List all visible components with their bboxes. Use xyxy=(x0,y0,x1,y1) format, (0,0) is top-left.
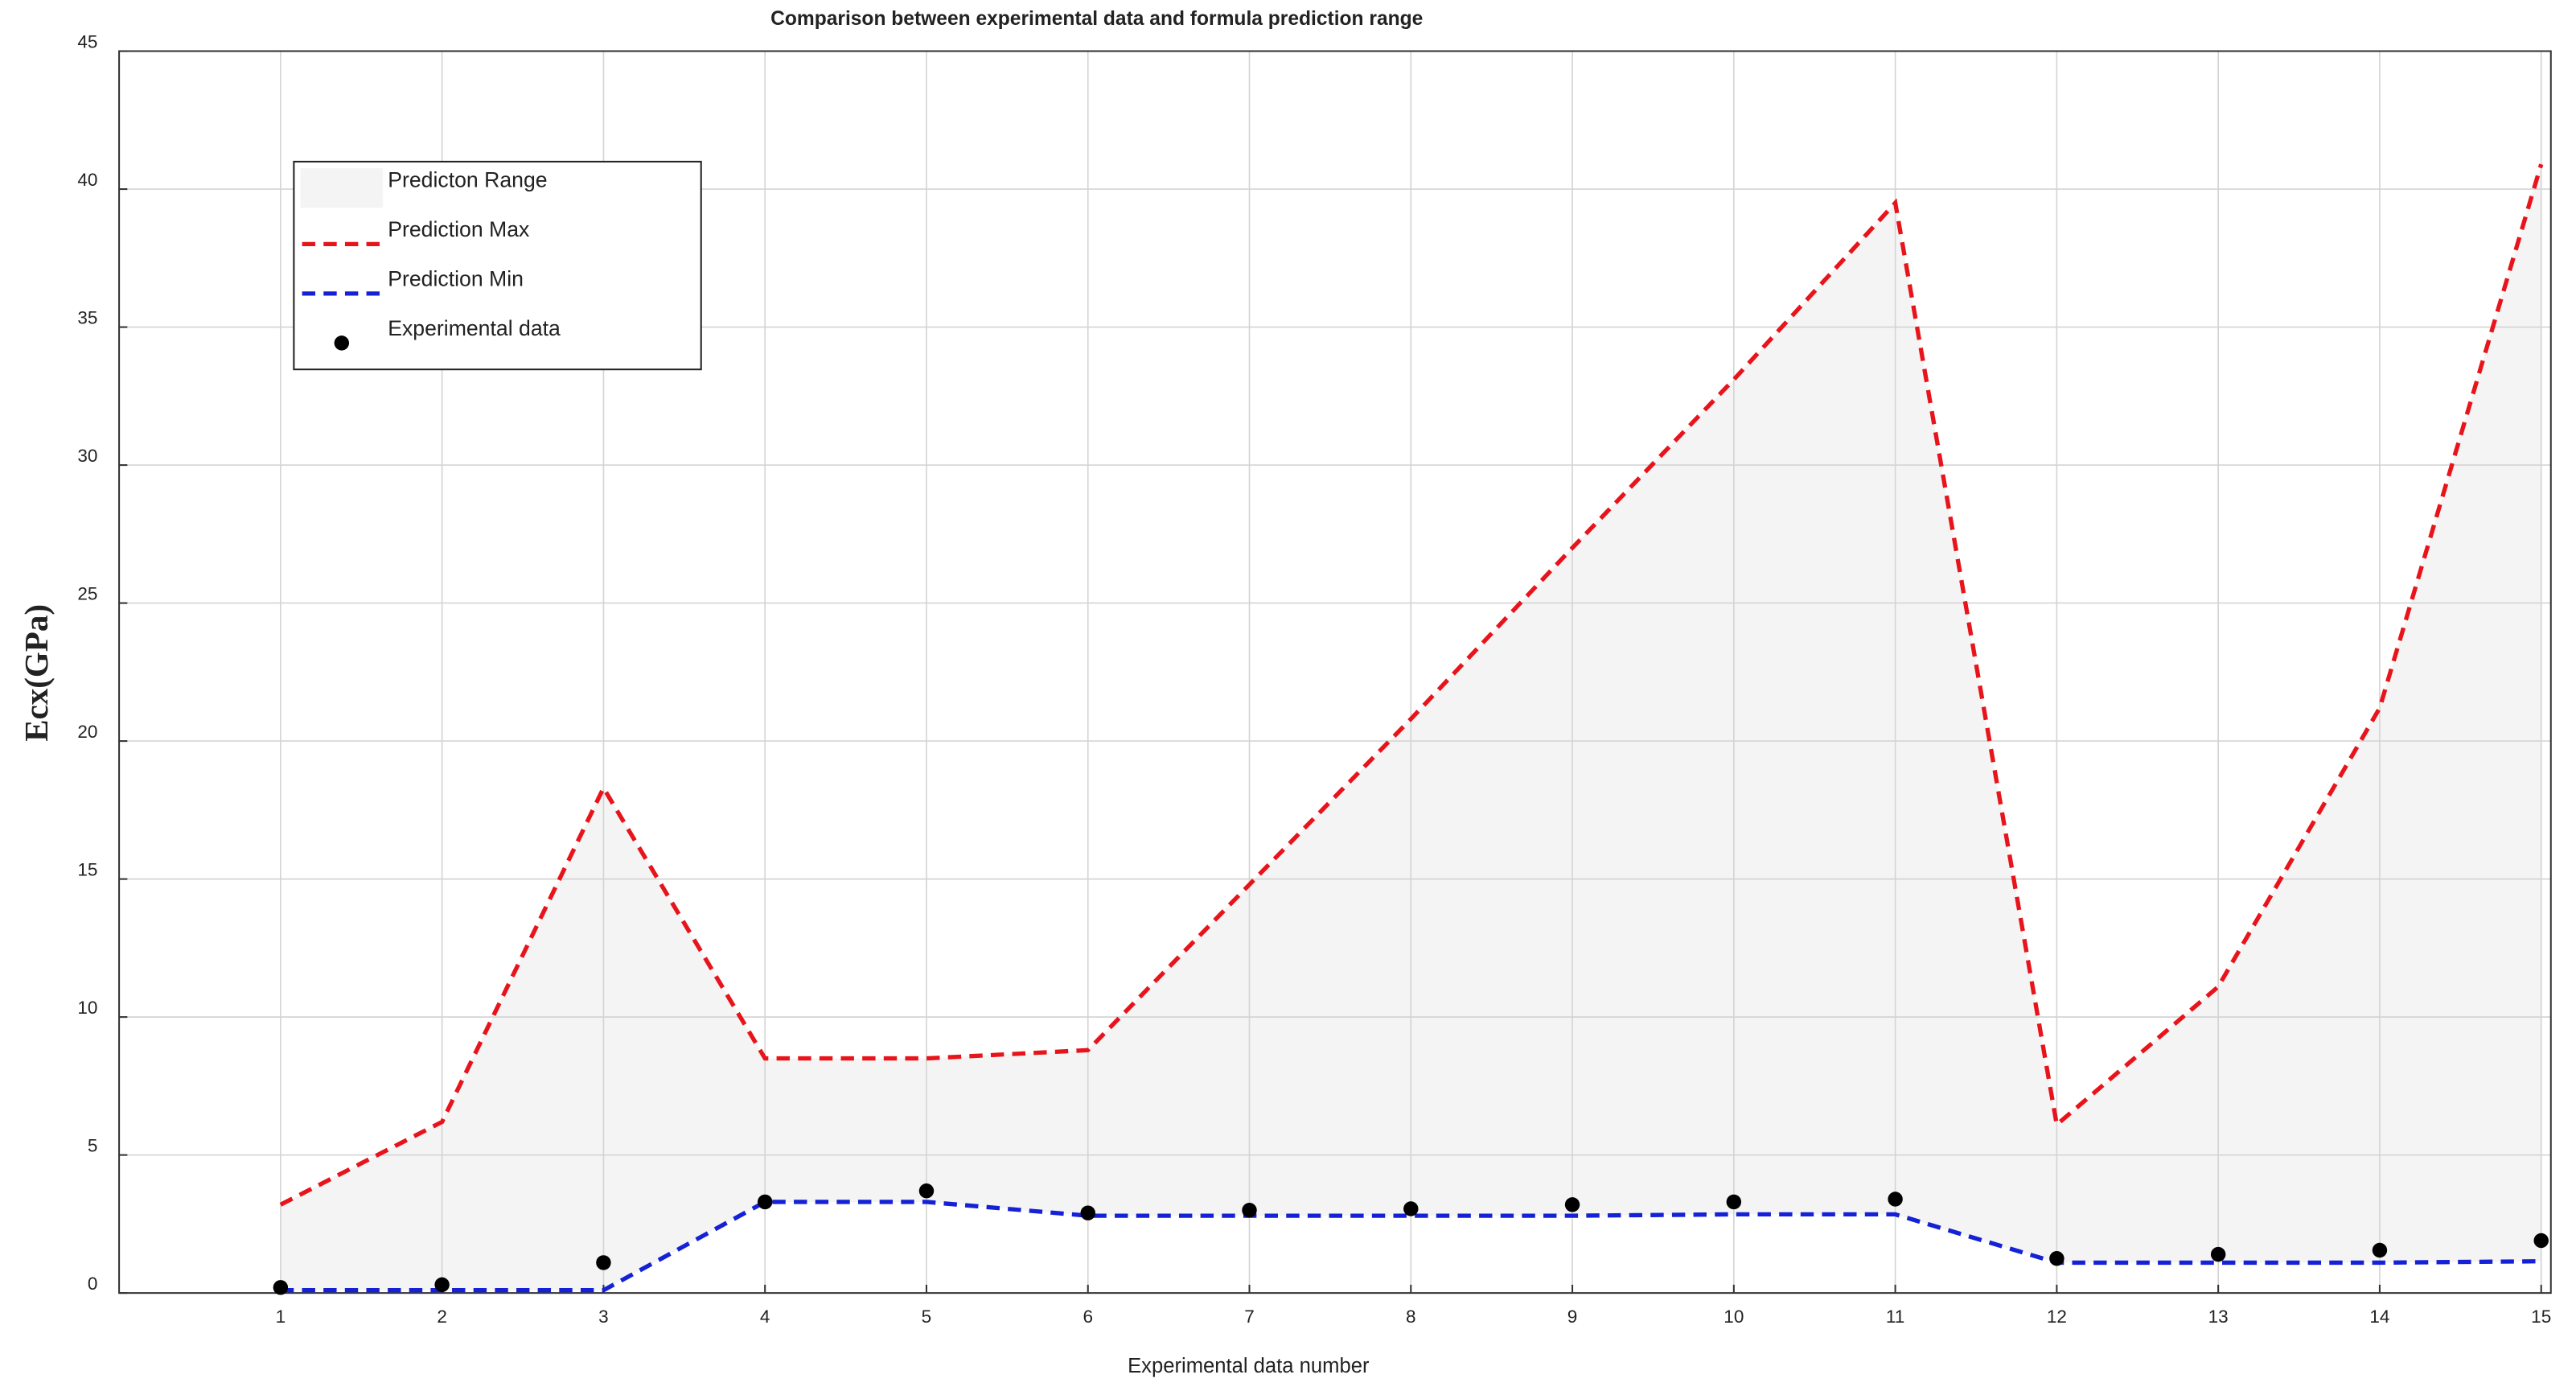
x-tick-label: 6 xyxy=(1083,1307,1093,1327)
x-tick-label: 15 xyxy=(2531,1307,2551,1327)
y-tick-label: 25 xyxy=(77,583,97,603)
line xyxy=(280,1200,2541,1293)
x-tick-label: 12 xyxy=(2047,1307,2067,1327)
y-tick-label: 30 xyxy=(77,446,97,466)
y-tick-label: 45 xyxy=(77,31,97,51)
chart-title: Comparison between experimental data and… xyxy=(770,8,1423,30)
x-tick-label: 11 xyxy=(1886,1307,1904,1327)
x-tick-label: 9 xyxy=(1567,1307,1578,1327)
x-tick-label: 13 xyxy=(2208,1307,2229,1327)
legend-label: Experimental data xyxy=(388,316,561,340)
legend-label: Predicton Range xyxy=(388,168,547,192)
point xyxy=(1888,1192,1903,1207)
point xyxy=(2210,1246,2226,1262)
x-tick-label: 2 xyxy=(437,1307,447,1327)
x-tick-label: 10 xyxy=(1723,1307,1744,1327)
legend-swatch xyxy=(334,335,350,351)
x-tick-label: 1 xyxy=(276,1307,286,1327)
point xyxy=(1726,1194,1742,1210)
point xyxy=(596,1255,611,1270)
x-tick-label: 8 xyxy=(1406,1307,1416,1327)
y-tick-label: 0 xyxy=(88,1274,98,1294)
point xyxy=(1564,1197,1580,1212)
x-tick-label: 7 xyxy=(1244,1307,1255,1327)
y-tick-label: 5 xyxy=(88,1135,98,1155)
plot-frame xyxy=(118,50,2552,1294)
y-tick-label: 40 xyxy=(77,170,97,190)
y-tick-label: 20 xyxy=(77,722,97,742)
y-axis-label: Ecx(GPa) xyxy=(18,604,55,742)
legend-label: Prediction Max xyxy=(388,217,530,241)
x-tick-label: 14 xyxy=(2369,1307,2389,1327)
legend-swatch xyxy=(300,168,384,208)
point xyxy=(1403,1201,1419,1216)
point xyxy=(1242,1203,1257,1218)
x-axis-label: Experimental data number xyxy=(1128,1355,1370,1377)
point xyxy=(2533,1233,2549,1249)
point xyxy=(2372,1242,2388,1258)
y-tick-label: 35 xyxy=(77,307,97,327)
x-tick-label: 3 xyxy=(598,1307,609,1327)
point xyxy=(434,1277,450,1293)
point xyxy=(1080,1205,1095,1220)
x-tick-label: 4 xyxy=(760,1307,770,1327)
y-tick-label: 15 xyxy=(77,859,97,879)
point xyxy=(918,1183,935,1199)
y-tick-label: 10 xyxy=(77,998,97,1018)
point xyxy=(2049,1251,2064,1266)
x-tick-label: 5 xyxy=(922,1307,932,1327)
point xyxy=(757,1194,773,1210)
line xyxy=(279,163,2544,1207)
legend-label: Prediction Min xyxy=(388,267,524,291)
point xyxy=(273,1280,289,1295)
